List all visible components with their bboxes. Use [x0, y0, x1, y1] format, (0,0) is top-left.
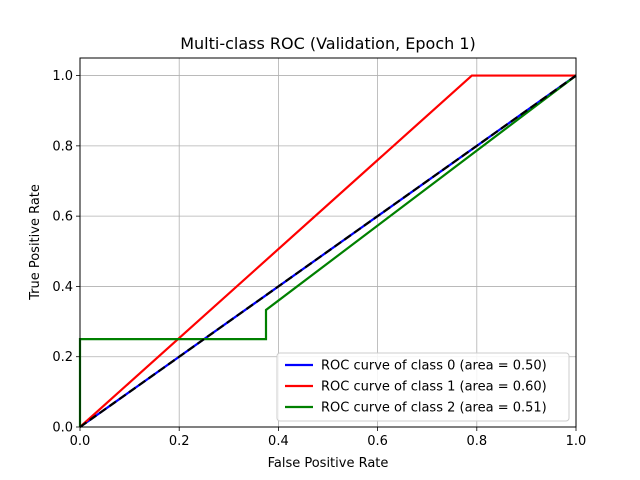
y-tick-label: 0.4: [52, 280, 73, 295]
y-tick-label: 0.6: [52, 210, 73, 225]
x-tick-label: 0.8: [466, 434, 487, 449]
axes-frame: [79, 57, 577, 428]
grid-lines: [79, 58, 577, 428]
x-tick-label: 0.4: [268, 434, 289, 449]
roc-line-class-1: [79, 74, 576, 428]
plot-area: 0.0 0.2 0.4 0.6 0.8 1.0 0.0 0.2 0.4 0.6 0.8 1.0: [52, 57, 586, 449]
series-lines: [78, 74, 577, 428]
x-axis-label: False Positive Rate: [268, 456, 389, 471]
y-tick-label: 1.0: [52, 69, 73, 84]
y-tick-label: 0.0: [52, 421, 73, 436]
chart-title: Multi-class ROC (Validation, Epoch 1): [180, 34, 476, 53]
legend: ROC curve of class 0 (area = 0.50) ROC cu…: [276, 352, 570, 422]
legend-label-class-0: ROC curve of class 0 (area = 0.50): [321, 359, 547, 374]
y-tick-label: 0.8: [52, 139, 73, 154]
legend-box: [276, 352, 570, 422]
legend-label-class-1: ROC curve of class 1 (area = 0.60): [321, 380, 547, 395]
x-tick-label: 0.2: [169, 434, 190, 449]
x-tick-label: 1.0: [566, 434, 587, 449]
x-tick-label: 0.6: [367, 434, 388, 449]
y-axis-label: True Positive Rate: [28, 184, 43, 301]
reference-diagonal-line: [79, 74, 577, 428]
legend-label-class-2: ROC curve of class 2 (area = 0.51): [321, 401, 547, 416]
y-tick-label: 0.2: [52, 350, 73, 365]
axis-ticks: 0.0 0.2 0.4 0.6 0.8 1.0 0.0 0.2 0.4 0.6 0.8 1.0: [52, 69, 586, 449]
x-tick-label: 0.0: [70, 434, 91, 449]
